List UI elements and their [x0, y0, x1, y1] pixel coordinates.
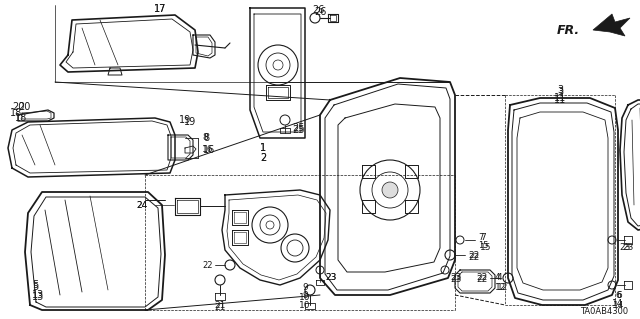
Text: 18: 18 [10, 108, 22, 118]
Text: 5: 5 [32, 280, 38, 290]
Text: 24: 24 [137, 201, 148, 210]
Text: 11: 11 [554, 93, 566, 103]
Text: 23: 23 [620, 243, 630, 253]
Text: TA0AB4300: TA0AB4300 [580, 308, 628, 316]
Text: 18: 18 [15, 113, 28, 123]
Text: 3: 3 [557, 87, 563, 97]
Text: 23: 23 [325, 273, 337, 283]
Text: 25: 25 [292, 125, 305, 135]
Text: 22: 22 [468, 250, 479, 259]
Text: 9: 9 [302, 284, 308, 293]
Text: 3: 3 [557, 85, 563, 95]
Text: 15: 15 [478, 241, 488, 250]
Text: 22: 22 [477, 276, 488, 285]
Text: 12: 12 [497, 284, 508, 293]
Text: FR.: FR. [557, 24, 580, 36]
Text: 21: 21 [214, 300, 226, 309]
Text: 6: 6 [616, 292, 622, 300]
Text: 8: 8 [202, 133, 208, 143]
Text: 21: 21 [214, 303, 226, 313]
Text: 13: 13 [32, 292, 44, 302]
Text: 8: 8 [203, 133, 209, 143]
Text: 15: 15 [480, 243, 492, 253]
Text: 23: 23 [325, 273, 337, 283]
Text: 16: 16 [202, 145, 214, 153]
Text: 10: 10 [300, 293, 311, 302]
Text: 9: 9 [302, 291, 308, 300]
Text: 23: 23 [622, 243, 634, 253]
Text: 6: 6 [615, 291, 621, 300]
Text: 19: 19 [184, 117, 196, 127]
Text: 7: 7 [478, 234, 483, 242]
Text: 23: 23 [450, 273, 461, 283]
Text: 23: 23 [450, 276, 461, 285]
Text: 11: 11 [554, 95, 566, 105]
Text: 26: 26 [312, 5, 324, 15]
Ellipse shape [382, 182, 398, 198]
Text: 19: 19 [179, 115, 191, 125]
Text: 10: 10 [300, 300, 311, 309]
Text: 1: 1 [260, 143, 266, 153]
Text: 22: 22 [477, 273, 488, 283]
Text: 14: 14 [612, 299, 624, 308]
Text: 17: 17 [154, 4, 166, 14]
Text: 1: 1 [260, 143, 266, 153]
Text: 16: 16 [203, 145, 215, 155]
Text: 4: 4 [495, 273, 500, 283]
Text: 5: 5 [32, 282, 38, 292]
Text: 20: 20 [18, 102, 30, 112]
Text: 25: 25 [292, 123, 305, 133]
Text: 26: 26 [314, 7, 326, 17]
Text: 2: 2 [260, 153, 266, 163]
Text: 14: 14 [613, 300, 625, 309]
Text: 2: 2 [260, 153, 266, 163]
Text: 13: 13 [32, 290, 44, 300]
Polygon shape [593, 14, 630, 36]
Text: 17: 17 [154, 4, 166, 14]
Text: 7: 7 [480, 234, 486, 242]
Text: 4: 4 [497, 273, 502, 283]
Text: 22: 22 [468, 254, 479, 263]
Text: 20: 20 [12, 102, 24, 112]
Text: 12: 12 [495, 284, 506, 293]
Text: 22: 22 [203, 261, 213, 270]
Text: 24: 24 [137, 201, 148, 210]
